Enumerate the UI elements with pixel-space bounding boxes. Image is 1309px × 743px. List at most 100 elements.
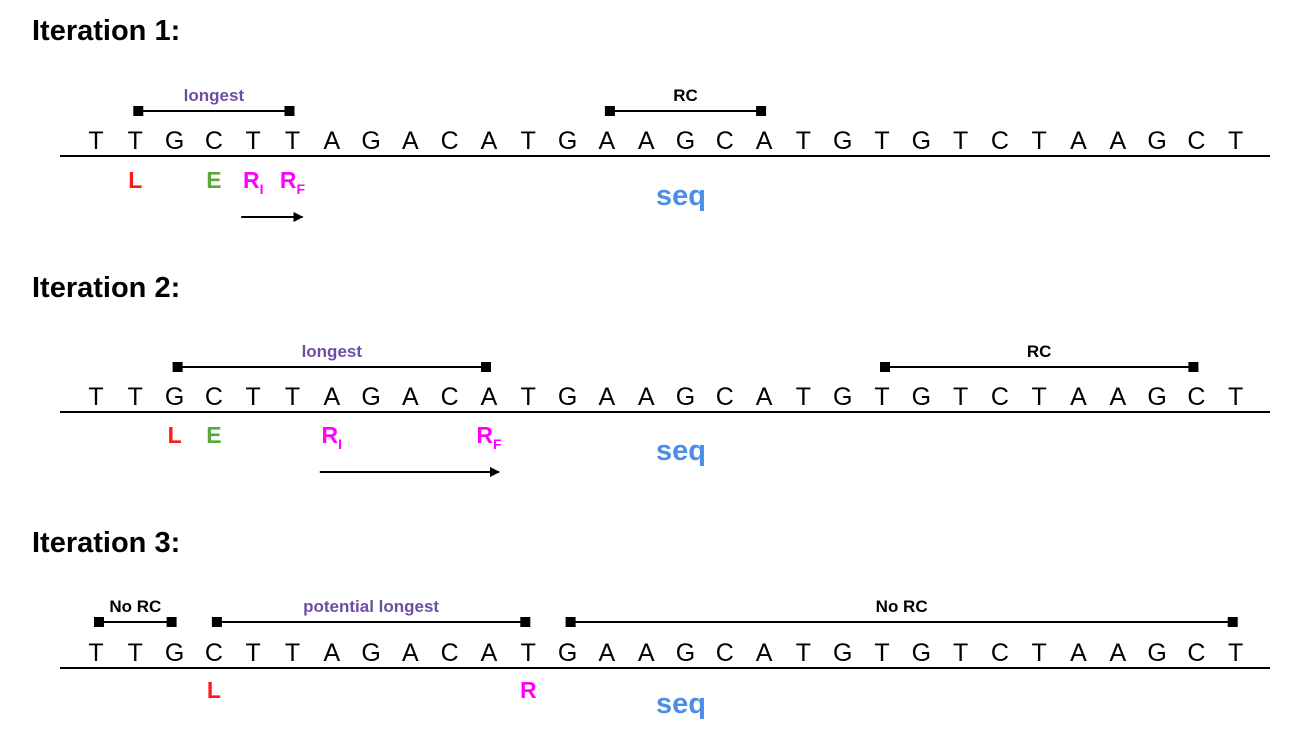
interval-end-endpoint <box>166 617 177 627</box>
iteration-block: Iteration 3:T T G C T T A G A C A T G A A G C A T G T G T C T A A G… <box>32 527 1270 720</box>
pointer-marker-letter: R <box>322 422 339 448</box>
sequence-base: C <box>716 639 734 667</box>
interval-end-endpoint <box>284 106 295 116</box>
sequence-base: G <box>676 383 695 411</box>
sequence-base: T <box>874 127 889 155</box>
sequence-base: C <box>716 383 734 411</box>
sequence-base: T <box>128 127 143 155</box>
interval-end-endpoint <box>1188 362 1199 372</box>
sequence-base: T <box>874 383 889 411</box>
iteration-block: Iteration 2:T T G C T T A G A C A T G A A G C A T G T G T C T A A G… <box>32 272 1270 477</box>
interval-span: No RC <box>565 597 1238 627</box>
interval-start-endpoint <box>565 617 576 627</box>
pointer-marker-letter: L <box>207 677 221 703</box>
sequence-base: C <box>1187 127 1205 155</box>
sequence-base: A <box>481 639 498 667</box>
sequence-base: G <box>165 383 184 411</box>
sequence-base: T <box>796 383 811 411</box>
sequence-base: T <box>953 383 968 411</box>
sequence-base: A <box>1070 127 1087 155</box>
iteration-heading: Iteration 3: <box>32 527 180 559</box>
seq-label: seq <box>656 688 706 720</box>
sequence-base: T <box>1228 639 1243 667</box>
sequence-base: G <box>833 127 852 155</box>
sequence-base: A <box>599 127 616 155</box>
sequence-base: T <box>128 639 143 667</box>
sequence-base: T <box>246 383 261 411</box>
interval-span: potential longest <box>211 597 531 627</box>
sequence-base: A <box>599 383 616 411</box>
sequence-base: G <box>1147 383 1166 411</box>
seq-label: seq <box>656 435 706 467</box>
sequence-base: G <box>361 383 380 411</box>
sequence-base: G <box>912 127 931 155</box>
pointer-marker: RI <box>322 422 343 452</box>
sequence-base: A <box>323 639 340 667</box>
pointer-marker: L <box>168 422 182 448</box>
sequence-base: G <box>558 127 577 155</box>
sequence-base: G <box>558 639 577 667</box>
sequence-base: A <box>1070 383 1087 411</box>
sequence-base: C <box>1187 383 1205 411</box>
sequence-base: C <box>205 127 223 155</box>
sequence-base: A <box>323 127 340 155</box>
sequence-base: T <box>285 127 300 155</box>
sequence-base: C <box>716 127 734 155</box>
pointer-marker-letter: E <box>206 167 221 193</box>
sequence-base: A <box>756 639 773 667</box>
pointer-marker: RF <box>280 167 306 197</box>
pointer-marker-letter: L <box>128 167 142 193</box>
sequence-base: T <box>953 639 968 667</box>
interval-label: No RC <box>876 597 928 616</box>
sequence-base: T <box>88 127 103 155</box>
sequence-base: T <box>796 639 811 667</box>
pointer-marker-subscript: I <box>260 181 264 197</box>
sequence-base: A <box>481 127 498 155</box>
iteration-heading: Iteration 2: <box>32 272 180 304</box>
sequence-base: T <box>285 639 300 667</box>
sequence-base: C <box>441 639 459 667</box>
interval-start-endpoint <box>880 362 890 372</box>
pointer-marker: RF <box>476 422 502 452</box>
sequence-base: G <box>676 639 695 667</box>
interval-label: RC <box>1027 342 1052 361</box>
sequence-base: G <box>833 639 852 667</box>
sequence-base: T <box>521 639 536 667</box>
interval-label: potential longest <box>303 597 439 616</box>
sequence-base: T <box>1228 127 1243 155</box>
sequence-base: G <box>912 639 931 667</box>
interval-span: No RC <box>94 597 177 627</box>
sequence-base: G <box>833 383 852 411</box>
sequence-base: G <box>1147 639 1166 667</box>
interval-label: longest <box>302 342 363 361</box>
sequence-base: A <box>756 383 773 411</box>
interval-span: RC <box>880 342 1199 372</box>
interval-start-endpoint <box>133 106 144 116</box>
sequence-base: C <box>991 639 1009 667</box>
sequence-base: A <box>323 383 340 411</box>
sequence-base: T <box>1032 127 1047 155</box>
sequence-base: T <box>521 383 536 411</box>
sequence-base: A <box>638 127 655 155</box>
sequence-base: T <box>1228 383 1243 411</box>
sequence-base: T <box>874 639 889 667</box>
sequence-base: A <box>1109 127 1126 155</box>
pointer-marker-letter: L <box>168 422 182 448</box>
sequence-base: C <box>991 383 1009 411</box>
sequence-base: T <box>953 127 968 155</box>
sequence-base: T <box>128 383 143 411</box>
iteration-heading: Iteration 1: <box>32 15 180 47</box>
sequence-base: A <box>638 383 655 411</box>
pointer-marker-letter: R <box>243 167 260 193</box>
pointer-marker: E <box>206 422 221 448</box>
interval-label: No RC <box>109 597 161 616</box>
pointer-marker: L <box>207 677 221 703</box>
interval-start-endpoint <box>94 617 104 627</box>
sequence-base: A <box>638 639 655 667</box>
pointer-marker-letter: R <box>280 167 297 193</box>
interval-span: RC <box>604 86 767 116</box>
pointer-marker: E <box>206 167 221 193</box>
pointer-marker-letter: E <box>206 422 221 448</box>
pointer-marker-letter: R <box>520 677 537 703</box>
